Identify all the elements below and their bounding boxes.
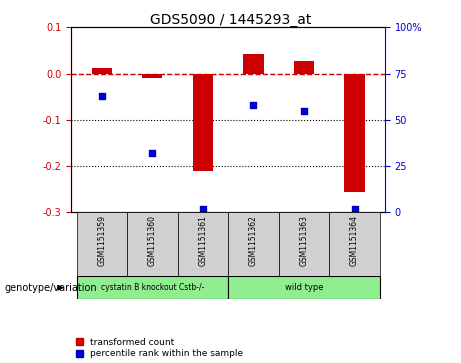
Bar bbox=[279, 212, 329, 276]
Point bbox=[351, 206, 358, 212]
Legend: transformed count, percentile rank within the sample: transformed count, percentile rank withi… bbox=[76, 338, 243, 359]
Bar bbox=[294, 61, 314, 73]
Text: GSM1151363: GSM1151363 bbox=[300, 216, 308, 266]
Text: genotype/variation: genotype/variation bbox=[5, 283, 97, 293]
Point bbox=[250, 102, 257, 108]
Bar bbox=[77, 276, 228, 299]
Bar bbox=[228, 276, 380, 299]
Point bbox=[98, 93, 106, 99]
Text: GSM1151361: GSM1151361 bbox=[198, 216, 207, 266]
Bar bbox=[329, 212, 380, 276]
Bar bbox=[344, 73, 365, 192]
Point bbox=[199, 206, 207, 212]
Text: cystatin B knockout Cstb-/-: cystatin B knockout Cstb-/- bbox=[100, 283, 204, 292]
Bar bbox=[243, 54, 264, 73]
Text: GSM1151362: GSM1151362 bbox=[249, 216, 258, 266]
Bar bbox=[142, 73, 162, 78]
Bar bbox=[177, 212, 228, 276]
Text: wild type: wild type bbox=[285, 283, 323, 292]
Bar bbox=[193, 73, 213, 171]
Text: GDS5090 / 1445293_at: GDS5090 / 1445293_at bbox=[150, 13, 311, 27]
Point bbox=[148, 150, 156, 156]
Point bbox=[301, 107, 308, 113]
Bar bbox=[228, 212, 279, 276]
Bar bbox=[77, 212, 127, 276]
Bar bbox=[92, 68, 112, 73]
Text: GSM1151364: GSM1151364 bbox=[350, 216, 359, 266]
Bar bbox=[127, 212, 177, 276]
Text: GSM1151360: GSM1151360 bbox=[148, 216, 157, 266]
Text: GSM1151359: GSM1151359 bbox=[97, 216, 106, 266]
